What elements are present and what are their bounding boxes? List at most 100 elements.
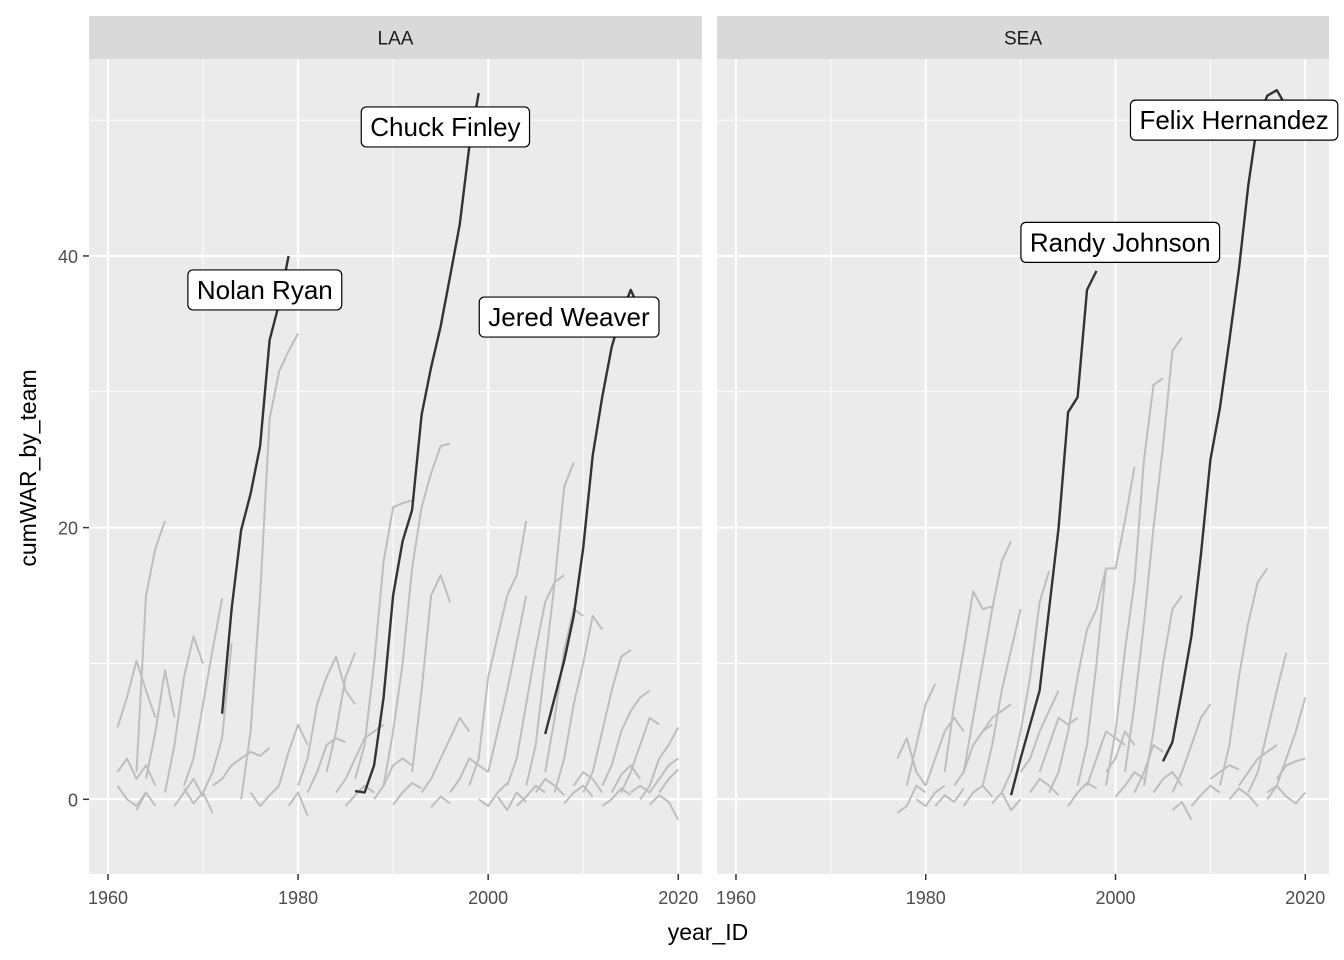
facet-strip — [89, 16, 702, 59]
series-label-box — [360, 106, 531, 148]
background-series-line — [344, 784, 375, 807]
series-label-text: Randy Johnson — [1030, 227, 1211, 257]
background-series-line — [487, 595, 528, 773]
y-axis-title: cumWAR_by_team — [15, 369, 41, 566]
background-series-line — [164, 635, 204, 793]
background-series-line — [905, 683, 937, 786]
y-tick-label: 0 — [68, 790, 78, 810]
series-label-box — [478, 296, 660, 338]
background-series-line — [582, 649, 632, 793]
background-series-line — [297, 655, 356, 787]
panel-sea: SEA Randy Johnson Felix Hernandez 1960 1980 2… — [716, 16, 1339, 908]
background-series-line — [648, 794, 680, 821]
background-series-line — [116, 757, 157, 787]
background-series-line — [306, 737, 346, 793]
background-series-line — [1238, 744, 1278, 787]
background-series-line — [116, 659, 157, 728]
background-series-line — [478, 782, 508, 808]
background-series-line — [1124, 336, 1183, 773]
x-tick-label: 1980 — [278, 888, 318, 908]
x-tick-label: 2020 — [1285, 888, 1325, 908]
background-series-line — [1133, 744, 1164, 793]
series-label: Jered Weaver — [478, 296, 660, 338]
series-label: Nolan Ryan — [187, 269, 343, 311]
series-label: Randy Johnson — [1020, 221, 1221, 263]
background-series-line — [1275, 757, 1306, 780]
background-series-line — [468, 520, 528, 787]
background-series-line — [896, 784, 927, 814]
panel-background — [717, 59, 1329, 874]
series-label-text: Chuck Finley — [370, 112, 520, 142]
background-series-line — [430, 795, 451, 809]
background-series-line — [924, 716, 965, 787]
background-series-line — [1171, 703, 1212, 793]
x-tick-label: 2000 — [1095, 888, 1135, 908]
x-tick-label: 2000 — [468, 888, 508, 908]
background-series-line — [943, 590, 993, 773]
background-series-line — [601, 787, 632, 807]
series-label-text: Felix Hernandez — [1139, 105, 1328, 135]
background-series-line — [420, 716, 471, 794]
series-label: Chuck Finley — [360, 106, 531, 148]
series-layer — [116, 92, 680, 821]
background-series-line — [525, 462, 575, 786]
background-series-line — [610, 764, 642, 793]
background-series-line — [972, 703, 1012, 746]
background-series-line — [1209, 764, 1240, 780]
facet-strip — [717, 16, 1329, 59]
background-series-line — [544, 608, 584, 773]
background-series-line — [1247, 652, 1288, 793]
background-series-line — [411, 574, 452, 773]
background-series-line — [934, 787, 965, 807]
background-series-line — [382, 442, 451, 786]
background-series-line — [915, 784, 946, 808]
panel-laa: LAA Nolan Ryan Chuck Finley Jered Weaver 196… — [58, 16, 702, 908]
background-series-line — [135, 520, 166, 773]
y-tick-label: 40 — [58, 247, 78, 267]
background-series-line — [962, 540, 1013, 773]
background-series-line — [173, 777, 204, 807]
panel-background — [89, 59, 702, 874]
background-series-line — [240, 332, 299, 800]
background-series-line — [392, 782, 423, 806]
highlighted-series-line — [354, 92, 480, 794]
background-series-line — [183, 598, 224, 787]
background-series-line — [981, 608, 1022, 786]
background-series-line — [354, 499, 413, 780]
series-layer — [896, 89, 1307, 821]
series-label-box — [187, 269, 343, 311]
background-series-line — [630, 757, 679, 794]
background-series-line — [553, 614, 604, 793]
background-series-line — [183, 787, 214, 814]
background-series-line — [1086, 730, 1126, 787]
highlighted-series-line — [1161, 89, 1297, 762]
facet-strip-label: LAA — [378, 29, 414, 50]
x-tick-label: 1960 — [716, 888, 756, 908]
background-series-line — [1048, 568, 1107, 793]
background-series-line — [1038, 716, 1079, 773]
background-series-line — [135, 791, 157, 811]
panels-layer: LAA Nolan Ryan Chuck Finley Jered Weaver 196… — [58, 16, 1339, 908]
background-series-line — [1105, 377, 1164, 786]
background-series-line — [1114, 771, 1145, 798]
background-series-line — [212, 746, 271, 787]
background-series-line — [1190, 784, 1221, 807]
background-series-line — [1228, 787, 1259, 807]
y-tick-label: 20 — [58, 519, 78, 539]
background-series-line — [620, 716, 660, 793]
background-series-line — [601, 689, 651, 787]
background-series-line — [1266, 784, 1307, 805]
x-tick-label: 2020 — [658, 888, 698, 908]
series-label-text: Nolan Ryan — [197, 275, 333, 305]
background-series-line — [658, 768, 679, 794]
series-label-box — [1129, 99, 1339, 141]
background-series-line — [515, 784, 546, 807]
background-series-line — [1076, 466, 1136, 786]
background-series-line — [1105, 730, 1136, 773]
background-series-line — [145, 669, 176, 780]
background-series-line — [278, 723, 309, 786]
background-series-line — [1171, 801, 1193, 821]
background-series-line — [962, 784, 993, 807]
background-series-line — [1067, 782, 1097, 807]
background-series-line — [325, 652, 357, 773]
